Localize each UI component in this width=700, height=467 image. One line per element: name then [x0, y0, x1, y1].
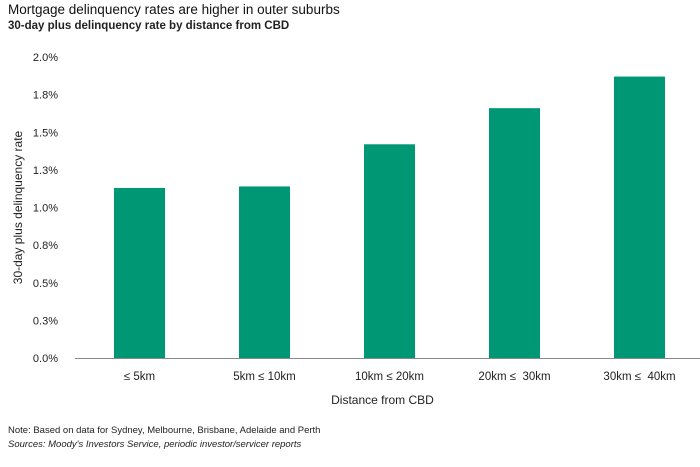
x-axis-label: Distance from CBD — [331, 393, 434, 407]
footnote: Note: Based on data for Sydney, Melbourn… — [8, 425, 321, 436]
y-tick-label: 0.3% — [33, 315, 58, 327]
y-tick-label: 1.0% — [33, 203, 58, 215]
y-tick-label: 0.8% — [33, 240, 58, 252]
bar — [489, 108, 540, 358]
y-tick-label: 1.3% — [33, 165, 58, 177]
y-tick-label: 0.5% — [33, 278, 58, 290]
chart-title: Mortgage delinquency rates are higher in… — [8, 2, 340, 17]
chart-subtitle: 30-day plus delinquency rate by distance… — [8, 20, 290, 32]
y-tick-label: 0.0% — [33, 353, 58, 365]
x-tick-label: ≤ 5km — [124, 371, 155, 383]
x-tick-label: 5km ≤ 10km — [233, 371, 296, 383]
y-tick-label: 1.5% — [33, 127, 58, 139]
y-axis-label: 30-day plus delinquency rate — [11, 130, 25, 284]
bar — [614, 76, 665, 358]
x-tick-label: 20km ≤ 30km — [478, 371, 550, 383]
bar — [114, 187, 165, 358]
y-tick-label: 2.0% — [33, 52, 58, 64]
x-tick-label: 30km ≤ 40km — [603, 371, 675, 383]
sources-note: Sources: Moody's Investors Service, peri… — [8, 439, 302, 450]
x-tick-label: 10km ≤ 20km — [355, 371, 424, 383]
bar-chart: 0.0% 0.3% 0.5% 0.8% 1.0% 1.3% 1.5% 1.8% 2.0% ≤ 5… — [11, 52, 700, 407]
bar — [364, 144, 415, 358]
y-tick-label: 1.8% — [33, 90, 58, 102]
bar — [239, 186, 290, 358]
